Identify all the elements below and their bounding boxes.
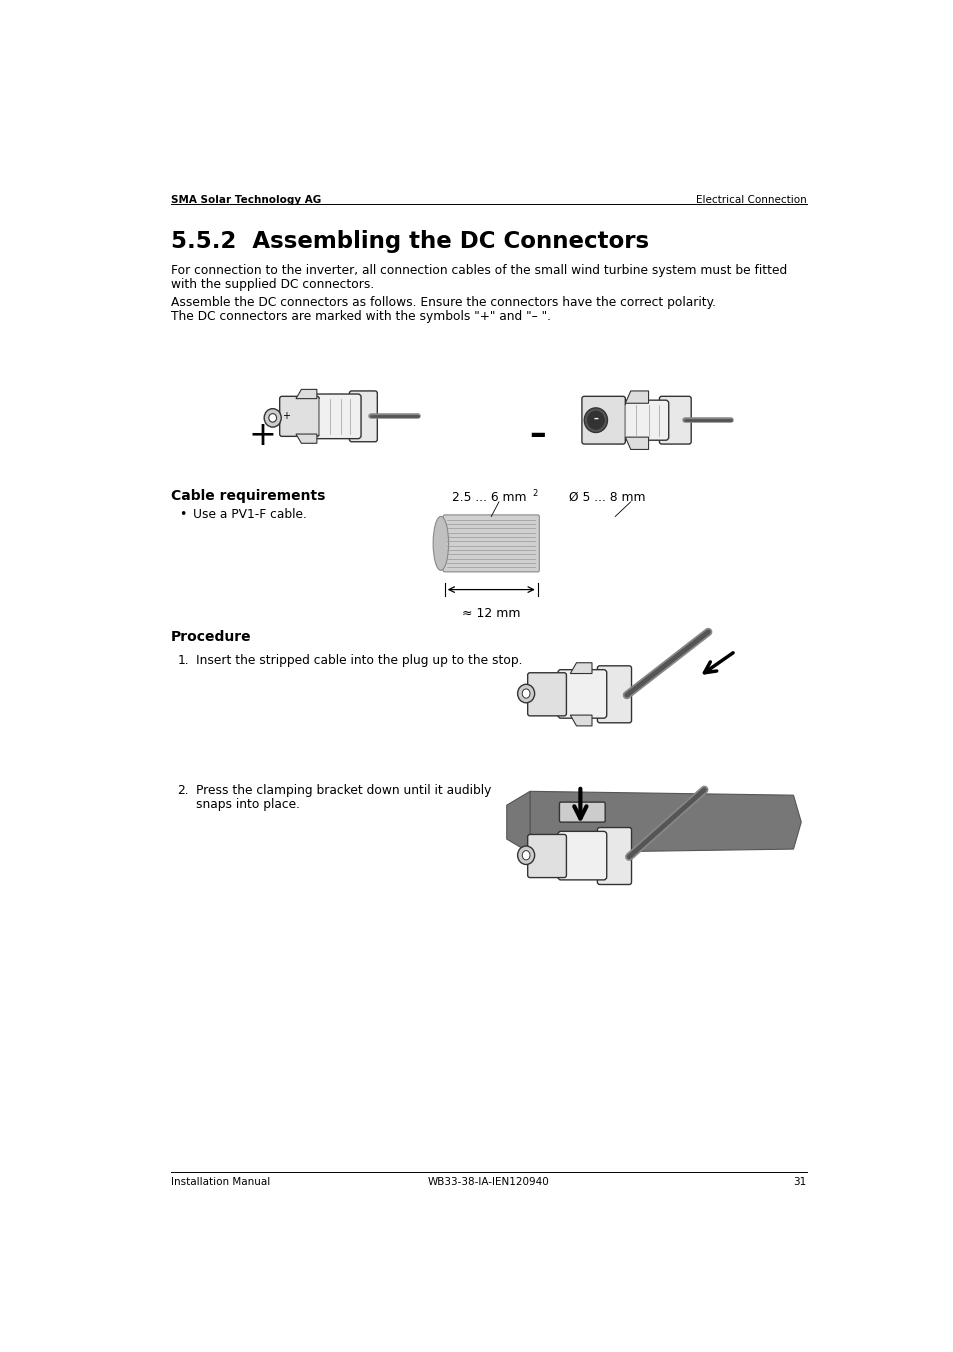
Text: snaps into place.: snaps into place. <box>195 798 299 811</box>
Text: 2: 2 <box>532 489 537 499</box>
Text: –: – <box>593 414 598 423</box>
Polygon shape <box>295 434 316 443</box>
Text: Assemble the DC connectors as follows. Ensure the connectors have the correct po: Assemble the DC connectors as follows. E… <box>171 296 716 310</box>
Text: Insert the stripped cable into the plug up to the stop.: Insert the stripped cable into the plug … <box>195 654 522 668</box>
Text: 2.: 2. <box>177 784 189 798</box>
Ellipse shape <box>521 850 530 860</box>
Text: ≈ 12 mm: ≈ 12 mm <box>461 607 520 619</box>
Polygon shape <box>624 437 648 449</box>
FancyBboxPatch shape <box>527 673 566 715</box>
FancyBboxPatch shape <box>597 827 631 884</box>
Text: WB33-38-IA-IEN120940: WB33-38-IA-IEN120940 <box>428 1178 549 1187</box>
Text: 31: 31 <box>793 1178 806 1187</box>
Polygon shape <box>624 391 648 403</box>
FancyBboxPatch shape <box>349 391 377 442</box>
Ellipse shape <box>583 408 607 433</box>
Text: •: • <box>179 508 186 521</box>
FancyBboxPatch shape <box>558 669 606 718</box>
Text: Use a PV1-F cable.: Use a PV1-F cable. <box>193 508 307 521</box>
Ellipse shape <box>433 516 448 571</box>
FancyBboxPatch shape <box>659 396 691 443</box>
Ellipse shape <box>517 846 534 864</box>
Text: Cable requirements: Cable requirements <box>171 489 325 503</box>
Text: 2.5 ... 6 mm: 2.5 ... 6 mm <box>452 491 526 504</box>
Text: For connection to the inverter, all connection cables of the small wind turbine : For connection to the inverter, all conn… <box>171 264 786 277</box>
Ellipse shape <box>587 411 604 430</box>
Text: Procedure: Procedure <box>171 630 252 644</box>
Text: Press the clamping bracket down until it audibly: Press the clamping bracket down until it… <box>195 784 491 798</box>
Text: 1.: 1. <box>177 654 189 668</box>
Text: Electrical Connection: Electrical Connection <box>695 195 806 204</box>
Ellipse shape <box>521 690 530 698</box>
Text: +: + <box>281 411 290 422</box>
FancyBboxPatch shape <box>558 831 606 880</box>
Ellipse shape <box>517 684 534 703</box>
FancyBboxPatch shape <box>443 515 538 572</box>
FancyBboxPatch shape <box>279 396 319 437</box>
Ellipse shape <box>264 408 281 427</box>
Polygon shape <box>295 389 316 399</box>
Text: 5.5.2  Assembling the DC Connectors: 5.5.2 Assembling the DC Connectors <box>171 230 649 253</box>
FancyBboxPatch shape <box>527 834 566 877</box>
Polygon shape <box>506 791 530 853</box>
FancyBboxPatch shape <box>310 393 360 438</box>
Text: SMA Solar Technology AG: SMA Solar Technology AG <box>171 195 321 204</box>
FancyBboxPatch shape <box>558 802 604 822</box>
FancyBboxPatch shape <box>597 665 631 723</box>
Polygon shape <box>570 662 592 673</box>
Text: with the supplied DC connectors.: with the supplied DC connectors. <box>171 277 374 291</box>
Text: –: – <box>529 418 545 450</box>
Polygon shape <box>530 791 801 853</box>
Text: The DC connectors are marked with the symbols "+" and "– ".: The DC connectors are marked with the sy… <box>171 310 551 323</box>
Text: +: + <box>249 419 276 452</box>
Polygon shape <box>570 715 592 726</box>
Ellipse shape <box>269 414 276 422</box>
FancyBboxPatch shape <box>581 396 624 443</box>
Text: Installation Manual: Installation Manual <box>171 1178 270 1187</box>
FancyBboxPatch shape <box>616 400 668 441</box>
Text: Ø 5 ... 8 mm: Ø 5 ... 8 mm <box>568 491 644 504</box>
